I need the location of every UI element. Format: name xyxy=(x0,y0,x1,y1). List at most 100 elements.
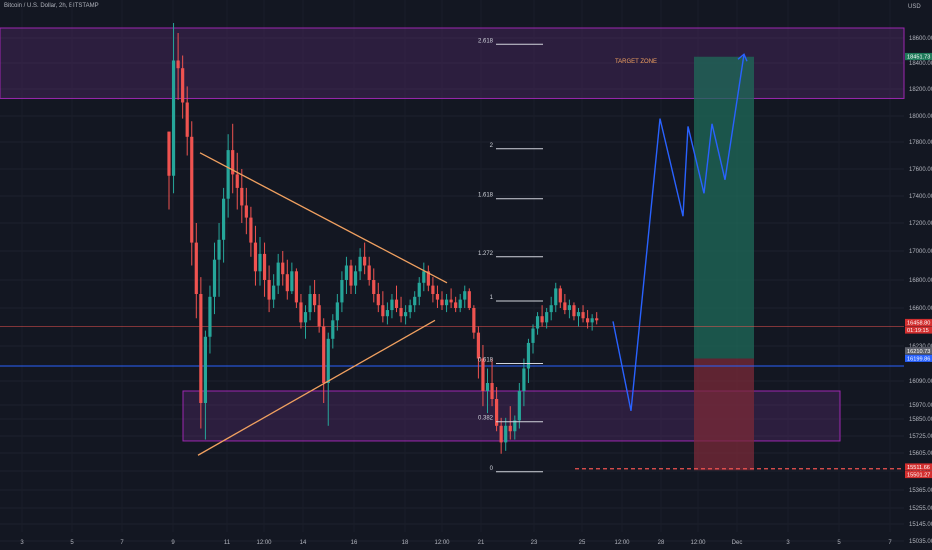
x-tick-label: 25 xyxy=(579,540,586,546)
candle-body xyxy=(331,320,335,339)
candle-body xyxy=(531,328,535,343)
candle-body xyxy=(499,425,503,443)
candle-body xyxy=(508,425,512,432)
candle-body xyxy=(517,391,521,421)
candle-body xyxy=(308,294,312,313)
y-tick-label: 15850.00 xyxy=(909,417,932,423)
candle-body xyxy=(385,310,389,317)
candle-body xyxy=(281,262,285,275)
candle-body xyxy=(595,318,599,321)
candle-body xyxy=(572,305,576,317)
candle-body xyxy=(231,150,235,175)
candle-body xyxy=(476,332,480,359)
candle-body xyxy=(485,383,490,391)
y-tick-label: 15035.00 xyxy=(909,539,932,545)
candle-body xyxy=(226,150,230,199)
y-tick-label: 18200.00 xyxy=(909,87,932,93)
symbol-title: Bitcoin / U.S. Dollar, 2h, BITSTAMP xyxy=(4,3,99,9)
candle-body xyxy=(313,294,317,306)
candle-body xyxy=(558,288,562,303)
candle-body xyxy=(481,358,485,391)
price-tag xyxy=(905,326,932,334)
candle-body xyxy=(426,271,430,286)
candle-body xyxy=(554,288,558,306)
x-tick-label: 9 xyxy=(171,540,175,546)
x-tick-label: 7 xyxy=(888,540,892,546)
candle-body xyxy=(472,308,476,333)
candle-body xyxy=(586,318,590,323)
candle-body xyxy=(253,242,258,272)
fib-level-label: 1.618 xyxy=(478,193,494,199)
y-tick-label: 16230.00 xyxy=(909,344,932,350)
y-tick-label: 15365.00 xyxy=(909,488,932,494)
y-tick-label: 17400.00 xyxy=(909,194,932,200)
candle-body xyxy=(490,383,494,399)
triangle-lower-line xyxy=(197,319,436,456)
candle-body xyxy=(240,187,244,206)
candle-body xyxy=(194,242,198,294)
candle-body xyxy=(404,312,408,317)
candle-body xyxy=(540,316,544,323)
candle-body xyxy=(563,302,567,311)
x-tick-label: 14 xyxy=(300,540,307,546)
candle-body xyxy=(217,239,221,260)
x-tick-label: 3 xyxy=(20,540,24,546)
x-tick-label: 16 xyxy=(351,540,358,546)
candle-body xyxy=(435,294,440,300)
candle-body xyxy=(440,299,444,306)
fib-level-label: 0.618 xyxy=(478,358,494,364)
candle-body xyxy=(285,274,289,292)
candle-body xyxy=(208,296,212,337)
profit-zone xyxy=(694,56,754,359)
price-tag-label: 15511.66 xyxy=(907,465,930,471)
candle-body xyxy=(413,296,417,306)
candle-body xyxy=(463,291,467,300)
candle-body xyxy=(513,420,517,432)
x-tick-label: 5 xyxy=(70,540,74,546)
stop-zone xyxy=(694,358,754,471)
candle-body xyxy=(181,68,185,103)
fib-level-label: 1 xyxy=(490,295,494,301)
fib-level-label: 0.382 xyxy=(478,416,494,422)
x-tick-label: 28 xyxy=(658,540,665,546)
target-zone-label: TARGET ZONE xyxy=(615,59,657,65)
y-tick-label: 17800.00 xyxy=(909,140,932,146)
candle-body xyxy=(504,425,508,443)
price-tag-label: 18451.73 xyxy=(907,55,930,61)
x-tick-label: 5 xyxy=(837,540,841,546)
price-tag xyxy=(905,347,932,355)
candle-body xyxy=(567,305,571,311)
candle-body xyxy=(344,265,349,280)
x-tick-label: 3 xyxy=(786,540,790,546)
x-tick-label: 12:00 xyxy=(614,540,630,546)
candle-body xyxy=(290,271,294,292)
price-tag-label: 15501.27 xyxy=(907,473,930,479)
candle-body xyxy=(545,312,549,323)
candle-body xyxy=(458,299,462,308)
price-tag xyxy=(905,463,932,471)
candle-body xyxy=(444,299,449,306)
candle-body xyxy=(372,280,376,294)
x-tick-label: 12:00 xyxy=(434,540,450,546)
fib-level-label: 2.618 xyxy=(478,38,494,44)
fib-level-label: 2 xyxy=(490,143,494,149)
price-tag xyxy=(905,354,932,362)
x-tick-label: 7 xyxy=(120,540,124,546)
price-tag xyxy=(905,470,932,479)
y-tick-label: 15605.00 xyxy=(909,451,932,457)
candle-body xyxy=(249,217,253,243)
candle-body xyxy=(495,399,499,426)
x-tick-label: 12:00 xyxy=(690,540,706,546)
candle-body xyxy=(590,318,594,323)
projection-arrowhead xyxy=(737,53,748,62)
price-tag xyxy=(905,318,932,327)
candle-body xyxy=(303,312,308,323)
resistance-zone xyxy=(0,27,905,99)
x-tick-label: 18 xyxy=(402,540,409,546)
projection-path xyxy=(612,54,745,411)
candle-body xyxy=(353,271,358,286)
price-tag-label: 16199.86 xyxy=(907,357,930,363)
candle-body xyxy=(258,253,262,272)
